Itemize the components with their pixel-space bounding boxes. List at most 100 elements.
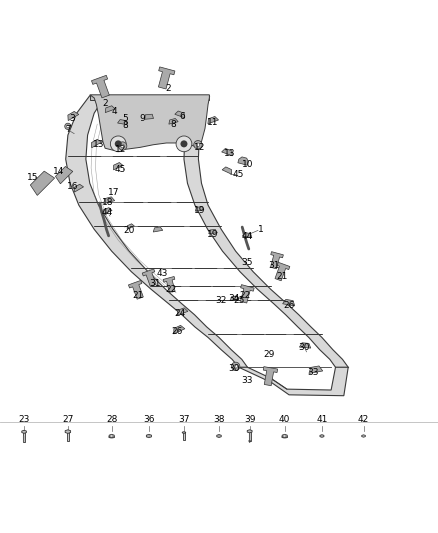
Text: 41: 41	[316, 415, 328, 424]
Text: 1: 1	[258, 225, 264, 234]
Circle shape	[194, 141, 202, 149]
Polygon shape	[275, 262, 290, 281]
Polygon shape	[208, 117, 219, 124]
Circle shape	[284, 435, 286, 437]
Text: 2: 2	[102, 99, 108, 108]
Text: 37: 37	[178, 415, 190, 424]
Bar	[23, 432, 25, 442]
Text: 21: 21	[277, 272, 288, 281]
Polygon shape	[66, 96, 247, 367]
Text: 8: 8	[170, 119, 176, 128]
Polygon shape	[105, 106, 115, 112]
Circle shape	[115, 140, 122, 147]
Text: 30: 30	[299, 343, 310, 352]
Polygon shape	[22, 430, 26, 433]
Circle shape	[111, 435, 113, 437]
Text: 44: 44	[102, 208, 113, 217]
Polygon shape	[92, 75, 110, 98]
Text: 2: 2	[166, 84, 171, 93]
Ellipse shape	[109, 436, 115, 438]
Circle shape	[180, 140, 187, 147]
Circle shape	[121, 144, 124, 148]
Text: 13: 13	[224, 149, 236, 158]
Text: 3: 3	[69, 115, 75, 124]
Polygon shape	[247, 430, 252, 433]
Circle shape	[67, 125, 69, 128]
Text: 4: 4	[111, 107, 117, 116]
Circle shape	[231, 362, 240, 370]
Text: 12: 12	[115, 144, 126, 154]
Polygon shape	[113, 163, 123, 170]
Text: 33: 33	[307, 368, 319, 377]
Text: 38: 38	[213, 415, 225, 424]
Text: 19: 19	[194, 206, 205, 215]
Polygon shape	[208, 230, 217, 233]
Ellipse shape	[182, 432, 186, 433]
Text: 5: 5	[122, 114, 128, 123]
Polygon shape	[174, 325, 185, 334]
Text: 36: 36	[143, 415, 155, 424]
Text: 21: 21	[132, 292, 144, 301]
Text: 39: 39	[244, 415, 255, 424]
Text: 42: 42	[358, 415, 369, 424]
Polygon shape	[90, 95, 209, 150]
Text: 23: 23	[18, 415, 30, 424]
Circle shape	[65, 123, 71, 130]
Polygon shape	[90, 95, 209, 100]
Polygon shape	[320, 435, 324, 437]
Text: 33: 33	[242, 376, 253, 385]
Text: 26: 26	[172, 327, 183, 336]
Bar	[183, 432, 185, 440]
Circle shape	[148, 435, 150, 437]
Polygon shape	[169, 118, 178, 124]
Polygon shape	[184, 96, 348, 367]
Text: 12: 12	[194, 143, 205, 152]
Text: 7: 7	[65, 125, 71, 134]
Bar	[249, 431, 251, 441]
Bar	[67, 431, 69, 441]
Polygon shape	[222, 167, 232, 174]
Polygon shape	[222, 148, 232, 156]
Text: 26: 26	[283, 301, 295, 310]
Circle shape	[176, 136, 192, 152]
Circle shape	[321, 435, 323, 437]
Polygon shape	[142, 269, 156, 286]
Ellipse shape	[282, 436, 288, 438]
Text: 27: 27	[62, 415, 74, 424]
Text: 17: 17	[108, 189, 120, 197]
Polygon shape	[127, 224, 134, 229]
Polygon shape	[159, 67, 175, 89]
Text: 45: 45	[233, 170, 244, 179]
Text: 32: 32	[215, 296, 227, 305]
Circle shape	[118, 142, 127, 150]
Polygon shape	[146, 434, 152, 438]
Polygon shape	[362, 435, 365, 437]
Text: 40: 40	[279, 415, 290, 424]
Text: 43: 43	[156, 270, 168, 278]
Polygon shape	[195, 206, 204, 211]
Text: 22: 22	[240, 292, 251, 301]
Polygon shape	[177, 308, 188, 315]
Text: 30: 30	[229, 364, 240, 373]
Text: 11: 11	[207, 118, 218, 127]
Text: 31: 31	[150, 279, 161, 288]
Polygon shape	[74, 184, 84, 192]
Circle shape	[363, 435, 364, 437]
Polygon shape	[92, 139, 102, 148]
Text: 24: 24	[174, 309, 185, 318]
Text: 13: 13	[93, 140, 104, 149]
Polygon shape	[117, 119, 127, 125]
Circle shape	[218, 435, 220, 437]
Polygon shape	[109, 434, 114, 438]
Polygon shape	[104, 197, 115, 204]
Polygon shape	[263, 367, 278, 386]
Polygon shape	[56, 166, 73, 184]
Text: 14: 14	[53, 167, 65, 176]
Text: 19: 19	[207, 230, 218, 239]
Text: 8: 8	[122, 122, 128, 131]
Polygon shape	[153, 227, 163, 232]
Text: 16: 16	[67, 182, 78, 191]
Polygon shape	[242, 232, 252, 238]
Text: 34: 34	[229, 294, 240, 303]
Text: 45: 45	[115, 165, 126, 174]
